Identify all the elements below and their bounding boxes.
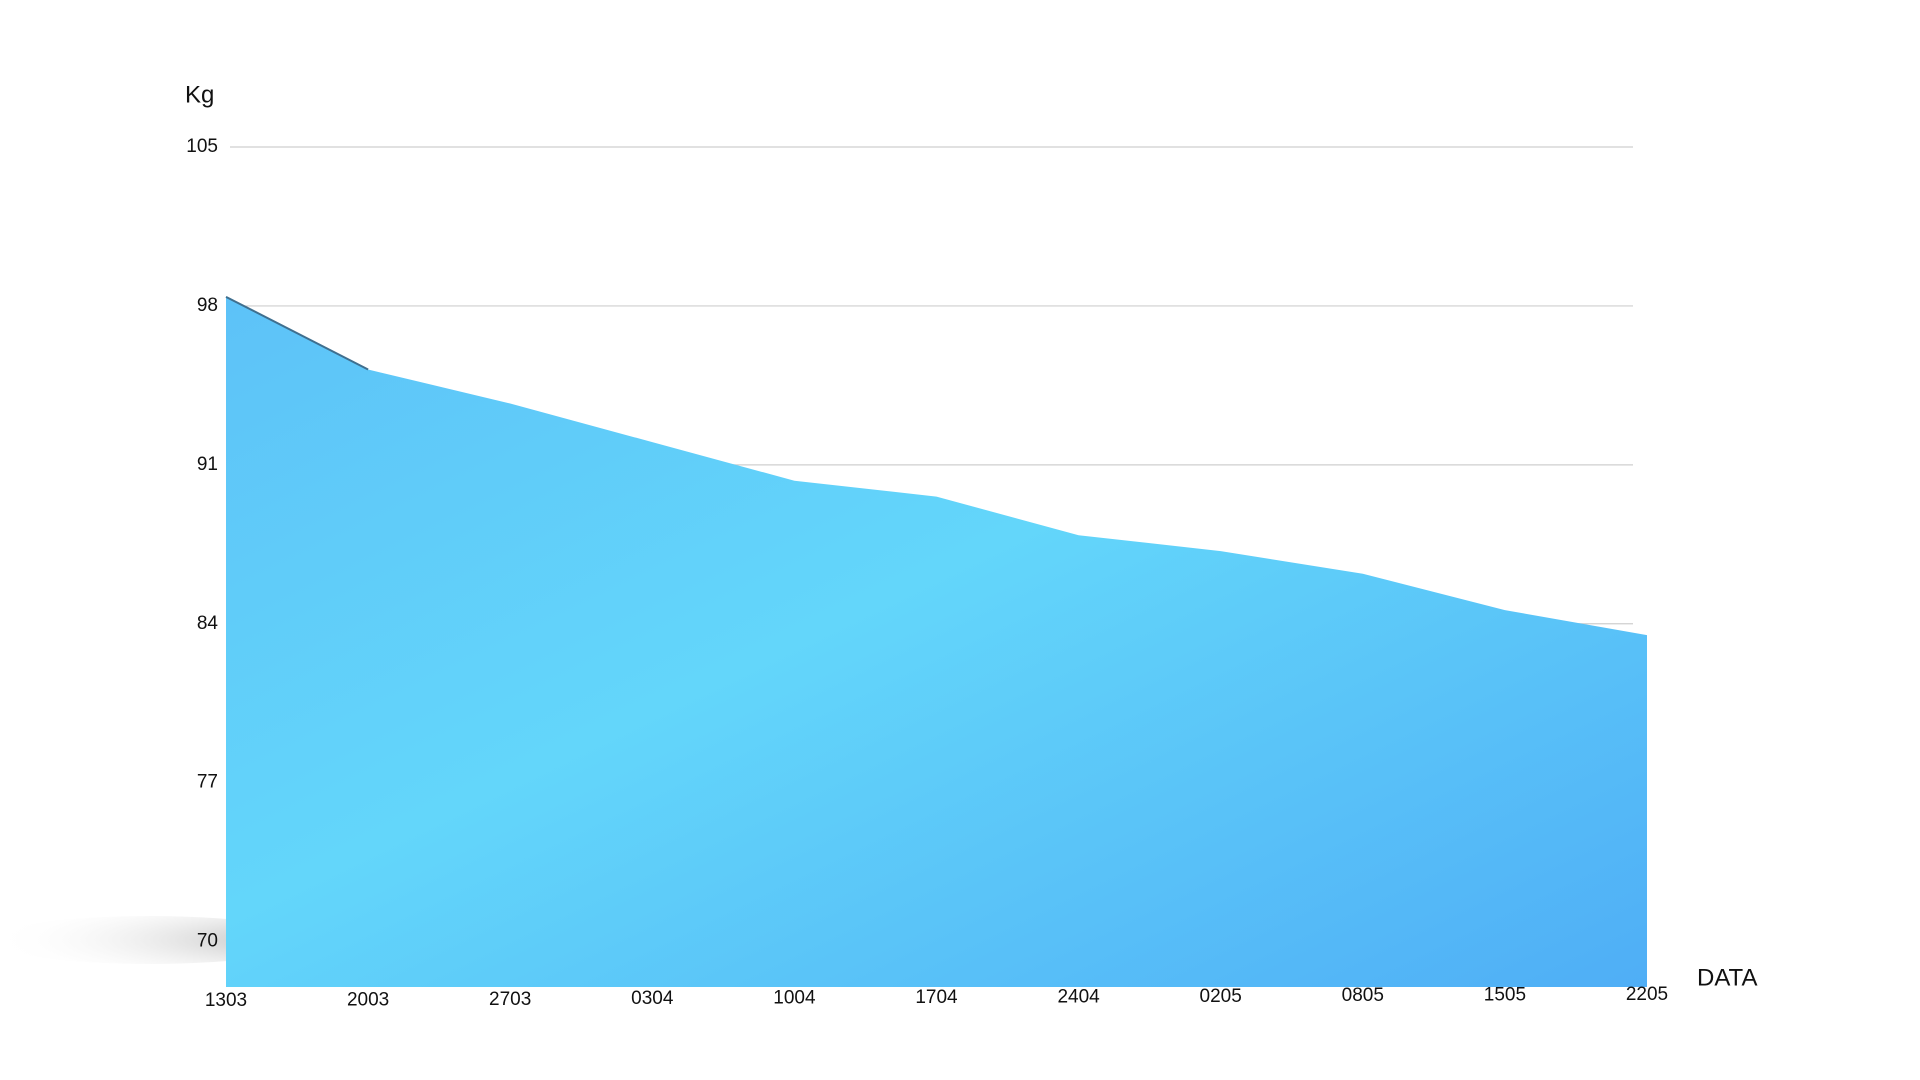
edge [225,295,369,371]
x-tick-label: 2003 [347,989,389,1010]
x-tick-label: 2404 [1057,986,1100,1007]
y-axis-title: Kg [185,81,214,108]
x-tick-label: 0805 [1342,985,1384,1006]
x-tick-label: 0304 [631,988,674,1009]
x-tick-label: 2205 [1626,984,1668,1005]
y-tick-label: 84 [197,613,219,634]
area [226,296,1647,987]
x-tick-label: 0205 [1200,986,1242,1007]
y-tick-label: 91 [197,454,218,475]
x-tick-label: 1004 [773,988,816,1009]
y-tick-label: 98 [197,295,218,316]
y-tick-label: 70 [197,931,218,952]
x-tick-label: 1704 [915,987,958,1008]
x-tick-label: 1505 [1484,985,1526,1006]
y-tick-label: 105 [186,136,218,157]
y-tick-label: 77 [197,772,218,793]
x-tick-label: 2703 [489,989,531,1010]
x-axis-title: DATA [1697,964,1757,991]
x-tick-label: 1303 [205,990,247,1011]
